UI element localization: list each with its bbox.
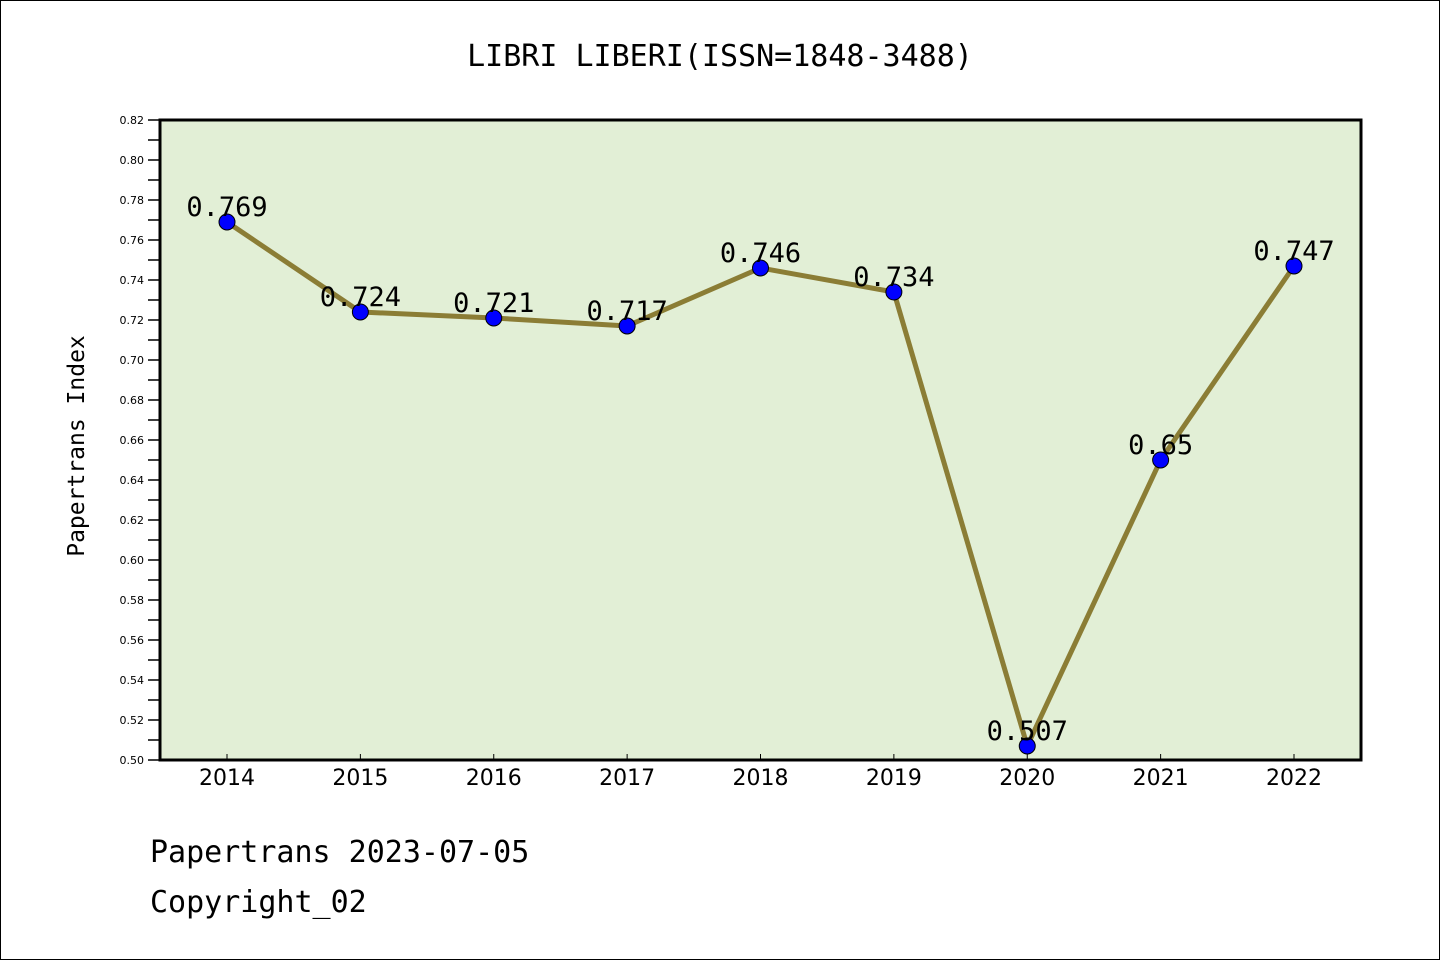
data-point [1285, 257, 1303, 275]
y-tick-label: 0.50 [120, 754, 145, 767]
data-point [351, 303, 369, 321]
y-tick-label: 0.60 [120, 554, 145, 567]
y-tick-label: 0.66 [120, 434, 145, 447]
x-tick-label: 2022 [1266, 766, 1322, 791]
data-label: 0.717 [586, 296, 667, 327]
y-tick-label: 0.56 [120, 634, 145, 647]
y-tick-label: 0.68 [120, 394, 145, 407]
data-point [752, 259, 769, 277]
y-tick-label: 0.76 [120, 234, 145, 247]
data-point [485, 309, 503, 327]
y-axis-label: Papertrans Index [64, 335, 90, 557]
data-point [1018, 737, 1036, 755]
data-point [1152, 451, 1170, 469]
data-label: 0.734 [853, 262, 934, 293]
x-tick-label: 2018 [733, 766, 789, 791]
x-tick-label: 2016 [466, 766, 522, 791]
y-tick-label: 0.54 [120, 674, 145, 687]
y-tick-label: 0.74 [120, 274, 145, 287]
footer-date: Papertrans 2023-07-05 [150, 835, 530, 870]
x-tick-label: 2021 [1133, 766, 1189, 791]
data-point [885, 283, 903, 301]
data-point [618, 317, 636, 335]
chart-title: LIBRI LIBERI(ISSN=1848-3488) [467, 39, 973, 74]
y-tick-label: 0.80 [120, 154, 145, 167]
x-tick-label: 2014 [199, 766, 255, 791]
y-tick-label: 0.58 [120, 594, 145, 607]
footer-copyright: Copyright_02 [150, 885, 367, 920]
data-label: 0.724 [320, 282, 401, 313]
y-tick-label: 0.62 [120, 514, 145, 527]
y-tick-label: 0.70 [120, 354, 145, 367]
y-tick-label: 0.78 [120, 194, 145, 207]
data-label: 0.769 [186, 192, 267, 223]
y-tick-label: 0.52 [120, 714, 145, 727]
data-label: 0.65 [1128, 430, 1193, 461]
plot-background [160, 120, 1361, 760]
data-label: 0.746 [720, 238, 801, 269]
plot-border [158, 118, 1363, 762]
y-tick-label: 0.64 [120, 474, 145, 487]
data-label: 0.747 [1253, 236, 1334, 267]
y-tick-label: 0.72 [120, 314, 145, 327]
x-tick-label: 2019 [866, 766, 922, 791]
data-label: 0.507 [987, 716, 1068, 747]
data-point [218, 213, 236, 231]
y-tick-label: 0.82 [120, 114, 145, 127]
x-tick-label: 2017 [599, 766, 655, 791]
x-tick-label: 2020 [999, 766, 1055, 791]
data-label: 0.721 [453, 288, 534, 319]
x-tick-label: 2015 [332, 766, 388, 791]
